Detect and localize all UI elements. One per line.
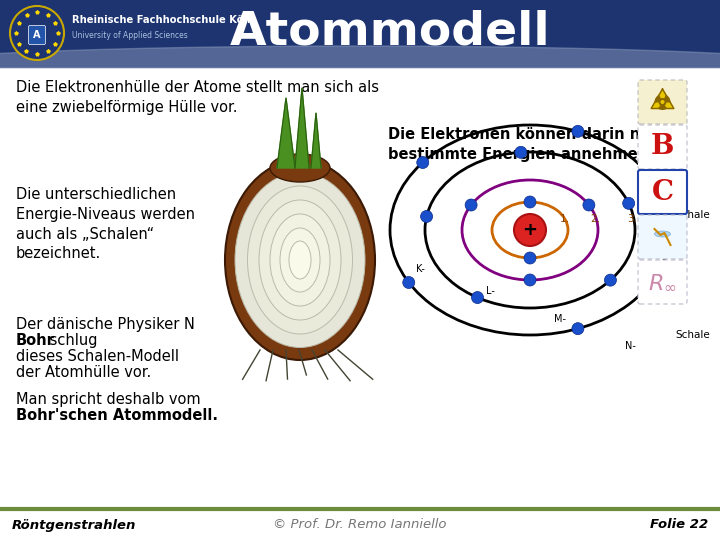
Ellipse shape (270, 154, 330, 182)
Wedge shape (662, 94, 670, 103)
Polygon shape (651, 89, 674, 109)
Polygon shape (277, 98, 295, 168)
FancyBboxPatch shape (638, 215, 687, 259)
Ellipse shape (248, 186, 353, 334)
Ellipse shape (259, 200, 341, 320)
Circle shape (524, 252, 536, 264)
FancyBboxPatch shape (638, 170, 687, 214)
Text: dieses Schalen-Modell: dieses Schalen-Modell (16, 349, 179, 364)
Text: K-: K- (415, 264, 424, 274)
Text: 1.: 1. (560, 214, 570, 224)
Polygon shape (311, 113, 321, 168)
Circle shape (524, 274, 536, 286)
Circle shape (623, 197, 634, 210)
Text: 4.: 4. (662, 214, 672, 224)
Circle shape (524, 196, 536, 208)
Text: 2.: 2. (590, 214, 600, 224)
Text: Schale: Schale (675, 210, 710, 220)
Circle shape (402, 276, 415, 288)
Circle shape (417, 157, 428, 168)
Ellipse shape (235, 172, 365, 348)
Wedge shape (658, 102, 667, 110)
Text: Atommodell: Atommodell (230, 10, 550, 55)
Circle shape (572, 125, 584, 137)
Wedge shape (654, 94, 662, 103)
Text: der Atomhülle vor.: der Atomhülle vor. (16, 365, 151, 380)
Ellipse shape (280, 228, 320, 292)
Ellipse shape (289, 241, 311, 279)
Circle shape (515, 146, 527, 158)
Circle shape (604, 274, 616, 286)
Text: Rheinische Fachhochschule Köln: Rheinische Fachhochschule Köln (72, 15, 254, 25)
Text: Folie 22: Folie 22 (649, 518, 708, 531)
Text: $R_\infty$: $R_\infty$ (648, 271, 677, 293)
FancyBboxPatch shape (638, 260, 687, 304)
Text: Man spricht deshalb vom: Man spricht deshalb vom (16, 392, 201, 407)
Circle shape (583, 199, 595, 211)
Text: B: B (651, 133, 674, 160)
Circle shape (10, 6, 64, 60)
Circle shape (572, 323, 584, 335)
Text: +: + (523, 221, 538, 239)
Text: Die Elektronen können darin nur
bestimmte Energien annehmen.: Die Elektronen können darin nur bestimmt… (388, 127, 658, 162)
Text: University of Applied Sciences: University of Applied Sciences (72, 30, 188, 39)
Text: N-: N- (624, 341, 636, 351)
Circle shape (465, 199, 477, 211)
Circle shape (659, 98, 667, 106)
Text: Bohr'schen Atommodell.: Bohr'schen Atommodell. (16, 408, 218, 423)
Text: C: C (652, 179, 673, 206)
Circle shape (662, 206, 674, 218)
Text: Bohr: Bohr (16, 333, 55, 348)
Text: Röntgenstrahlen: Röntgenstrahlen (12, 518, 136, 531)
FancyBboxPatch shape (29, 25, 45, 44)
Ellipse shape (654, 231, 670, 237)
Polygon shape (295, 88, 309, 168)
Bar (0, 510, 720, 540)
Bar (0, 0, 720, 68)
Circle shape (420, 211, 433, 222)
Text: © Prof. Dr. Remo Ianniello: © Prof. Dr. Remo Ianniello (274, 518, 446, 531)
Circle shape (660, 100, 665, 104)
Ellipse shape (270, 214, 330, 306)
Circle shape (472, 292, 484, 303)
Text: M-: M- (554, 314, 566, 324)
Text: Die unterschiedlichen
Energie-Niveaus werden
auch als „Schalen“
bezeichnet.: Die unterschiedlichen Energie-Niveaus we… (16, 187, 195, 261)
Circle shape (514, 214, 546, 246)
FancyBboxPatch shape (638, 125, 687, 169)
Text: A: A (33, 30, 41, 40)
Ellipse shape (225, 160, 375, 360)
Text: schlug: schlug (45, 333, 97, 348)
Text: Schale: Schale (675, 330, 710, 340)
Text: L-: L- (485, 286, 495, 296)
Text: Der dänische Physiker N: Der dänische Physiker N (16, 317, 195, 332)
Text: 3.: 3. (627, 214, 637, 224)
FancyBboxPatch shape (638, 80, 687, 124)
Text: Die Elektronenhülle der Atome stellt man sich als
eine zwiebelförmige Hülle vor.: Die Elektronenhülle der Atome stellt man… (16, 80, 379, 115)
